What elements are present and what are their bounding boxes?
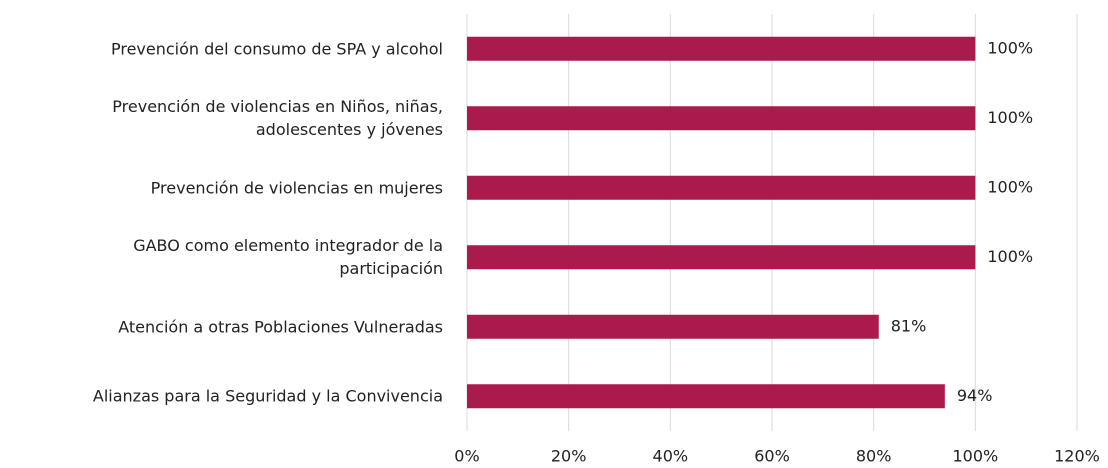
value-label: 100% bbox=[987, 108, 1033, 127]
bar bbox=[467, 36, 976, 61]
category-label: GABO como elemento integrador de la part… bbox=[133, 236, 443, 279]
x-tick-label: 60% bbox=[754, 447, 790, 466]
x-tick-label: 20% bbox=[551, 447, 587, 466]
value-label: 94% bbox=[957, 386, 993, 405]
value-label: 100% bbox=[987, 247, 1033, 266]
category-label: Alianzas para la Seguridad y la Conviven… bbox=[92, 386, 443, 406]
bar bbox=[467, 384, 945, 409]
value-label: 100% bbox=[987, 38, 1033, 57]
category-label: Prevención de violencias en mujeres bbox=[150, 178, 443, 198]
x-tick-label: 80% bbox=[856, 447, 892, 466]
x-tick-label: 100% bbox=[952, 447, 998, 466]
bar bbox=[467, 106, 976, 131]
x-tick-label: 120% bbox=[1054, 447, 1100, 466]
x-tick-label: 40% bbox=[653, 447, 689, 466]
category-label: Prevención de violencias en Niños, niñas… bbox=[112, 97, 443, 140]
value-label: 100% bbox=[987, 177, 1033, 196]
x-tick-label: 0% bbox=[454, 447, 479, 466]
bar bbox=[467, 175, 976, 200]
bar bbox=[467, 314, 879, 339]
category-label: Atención a otras Poblaciones Vulneradas bbox=[118, 317, 443, 337]
category-label: Prevención del consumo de SPA y alcohol bbox=[110, 39, 443, 59]
value-label: 81% bbox=[891, 316, 927, 335]
bar bbox=[467, 245, 976, 270]
